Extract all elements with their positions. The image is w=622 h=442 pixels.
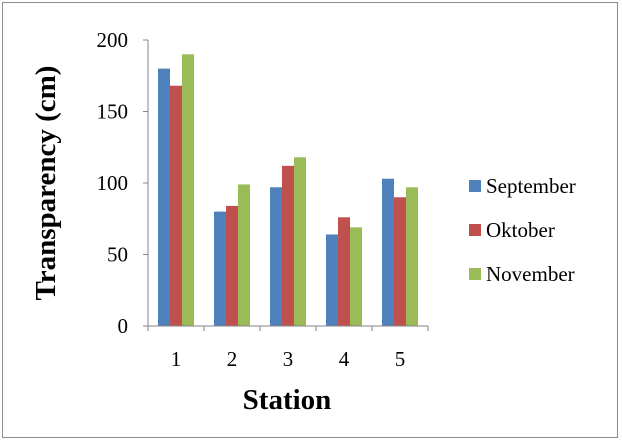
bar-september-station-3: [270, 187, 282, 326]
x-tick-label: 1: [171, 347, 182, 371]
y-tick-label: 0: [118, 314, 129, 338]
legend-label-november: November: [486, 262, 575, 286]
bar-september-station-5: [382, 178, 394, 326]
bar-november-station-1: [182, 54, 194, 327]
bar-oktober-station-5: [394, 197, 406, 326]
y-axis-title: Transparency (cm): [30, 66, 62, 301]
bar-november-station-5: [406, 187, 418, 326]
x-tick-label: 3: [283, 347, 294, 371]
y-tick-label: 100: [97, 171, 129, 195]
y-tick-label: 200: [97, 28, 129, 52]
legend-swatch-oktober: [469, 224, 481, 236]
x-tick-label: 5: [395, 347, 406, 371]
bar-oktober-station-3: [282, 165, 294, 326]
bar-november-station-2: [238, 184, 250, 326]
legend-label-oktober: Oktober: [486, 218, 555, 242]
y-ticks: 0 50 100 150 200: [97, 28, 148, 338]
legend-swatch-november: [469, 268, 481, 280]
chart-area: [2, 2, 618, 438]
bar-oktober-station-4: [338, 217, 350, 326]
x-tick-label: 4: [339, 347, 350, 371]
legend: September Oktober November: [469, 174, 576, 286]
bar-oktober-station-2: [226, 205, 238, 326]
bar-november-station-3: [294, 157, 306, 326]
y-tick-label: 150: [97, 100, 129, 124]
bar-september-station-4: [326, 234, 338, 326]
legend-swatch-september: [469, 180, 481, 192]
x-tick-label: 2: [227, 347, 238, 371]
legend-label-september: September: [486, 174, 576, 198]
x-axis-title: Station: [243, 384, 332, 416]
x-ticks: 1 2 3 4 5: [147, 326, 429, 371]
bars-layer: [158, 54, 418, 327]
bar-september-station-1: [158, 68, 170, 326]
bar-oktober-station-1: [170, 85, 182, 326]
bar-november-station-4: [350, 227, 362, 326]
bar-september-station-2: [214, 211, 226, 326]
y-tick-label: 50: [107, 243, 128, 267]
